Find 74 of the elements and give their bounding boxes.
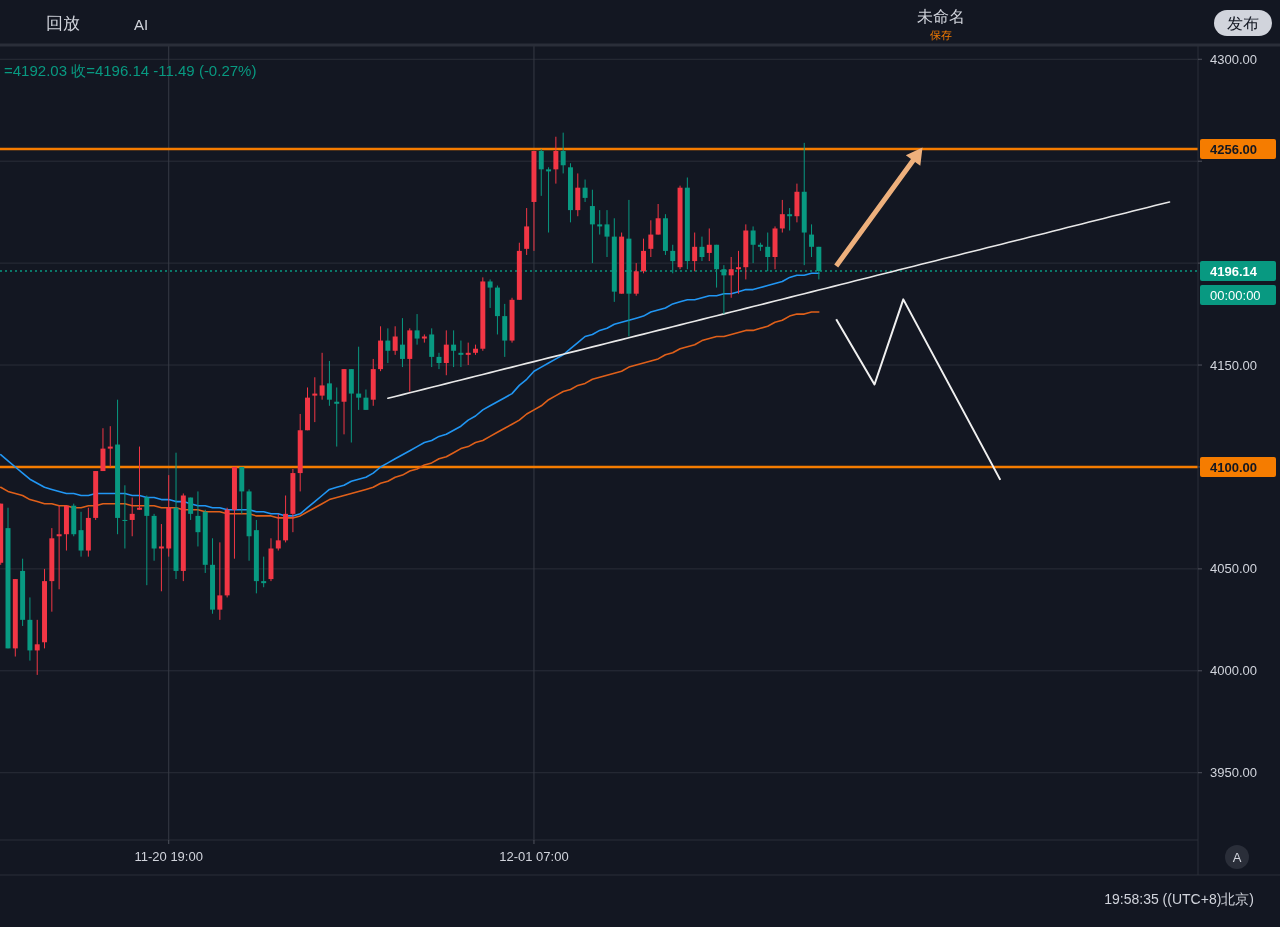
candlestick [692,232,698,272]
candlestick [809,223,815,258]
text: 保存 [930,29,952,41]
candlestick [414,313,420,346]
candlestick [736,250,741,295]
text: A [1232,850,1242,865]
candlestick [158,523,164,592]
candlestick [728,256,734,299]
candlestick [129,497,135,537]
candlestick [443,329,449,376]
candlestick [312,376,318,423]
candlestick [137,446,142,511]
y-tick-label: 3950.00 [1210,765,1257,781]
candlestick [706,227,712,262]
candlestick [385,327,391,364]
ref-line-label: 4256.00 [1210,141,1257,157]
candlestick [100,427,106,472]
text: AI [134,16,149,33]
candlestick [429,327,435,368]
candlestick [575,172,581,217]
text: 00:00:00 [1210,287,1261,303]
candlestick [546,166,552,234]
ref-line-label: 4100.00 [1210,459,1257,475]
line-series [387,201,1171,400]
y-tick-label: 4050.00 [1210,561,1257,577]
candlestick [699,236,705,262]
candlestick [641,238,647,274]
text: 19:58:35 ((UTC+8)北京) [1104,891,1254,907]
candlestick [538,148,544,197]
y-tick-label: 4300.00 [1210,51,1257,67]
line-series [0,311,820,519]
line-series [0,272,820,517]
candlestick [326,360,332,407]
candlestick [524,207,530,256]
candlestick [779,199,785,234]
candlestick [392,325,398,356]
candlestick [363,389,369,411]
candlestick [319,352,325,401]
candlestick [451,329,457,368]
candlestick [144,495,150,586]
candlestick [465,342,471,366]
candlestick [195,490,201,547]
candlestick [275,513,281,552]
text: 回放 [46,14,80,33]
candlestick [107,425,113,468]
candlestick [356,346,362,411]
candlestick [122,484,128,549]
annotation: =4192.03 收=4196.14 -11.49 (-0.27%) [4,62,257,79]
candlestick [78,511,84,558]
candlestick [597,209,603,236]
candlestick [582,179,588,203]
y-tick-label: 4000.00 [1210,663,1257,679]
x-tick-label: 12-01 07:00 [499,849,569,864]
candlestick [648,219,654,258]
text: 发布 [1227,15,1259,32]
candlestick [553,136,559,185]
candlestick [487,278,493,309]
ref-line-label: 4196.14 [1210,263,1258,279]
candlestick [750,225,756,264]
candlestick [633,262,639,297]
candlestick [399,317,405,368]
text: 未命名 [917,8,965,25]
y-tick-label: 4150.00 [1210,357,1257,373]
candlestick [261,556,267,588]
candlestick [589,189,595,264]
candlestick [458,340,464,368]
candlestick [655,203,661,236]
candlestick [56,505,62,590]
candlestick [334,386,340,448]
candlestick [787,207,793,231]
candlestick [217,541,223,621]
candlestick [34,619,40,676]
x-tick-label: 11-20 19:00 [134,849,203,864]
candlestick [560,132,566,174]
